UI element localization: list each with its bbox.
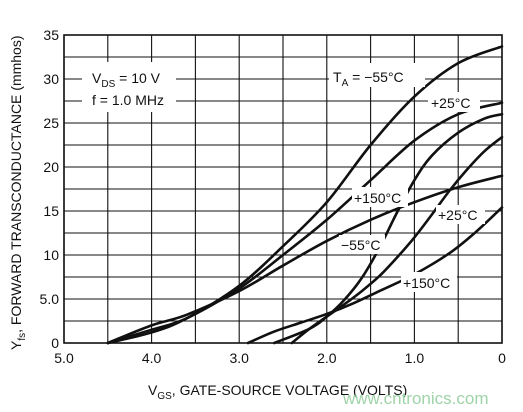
- y-tick-label: 35: [43, 27, 59, 43]
- x-axis-title: VGS, GATE-SOURCE VOLTAGE (VOLTS): [148, 382, 407, 402]
- label-minus55-lower-background: [339, 235, 385, 254]
- x-tick-label: 5.0: [54, 350, 74, 366]
- conditions-vds: VDS = 10 V: [92, 70, 161, 90]
- watermark: www.cntronics.com: [342, 389, 488, 408]
- y-tick-label: 30: [43, 71, 59, 87]
- series-line-b-plus25c: [290, 135, 504, 345]
- series-line-a-minus55c: [106, 45, 504, 345]
- series-line-b-plus150c: [246, 206, 504, 345]
- label-plus25-upper: +25°C: [431, 95, 470, 111]
- label-plus25-lower: +25°C: [438, 207, 477, 223]
- x-tick-label: 1.0: [405, 350, 425, 366]
- label-plus25-upper-background: [428, 92, 480, 112]
- series-line-b-minus55c: [272, 112, 504, 345]
- label-plus150-lower: +150°C: [403, 275, 450, 291]
- y-tick-label: 25: [43, 115, 59, 131]
- plot-frame: [63, 34, 503, 344]
- series-line-a-plus25c: [106, 101, 504, 345]
- x-tick-label: 2.0: [317, 350, 337, 366]
- x-tick-label: 4.0: [142, 350, 162, 366]
- y-tick-label: 5.0: [40, 291, 60, 307]
- curves: [106, 45, 504, 345]
- series-line-a-plus150c: [106, 174, 504, 345]
- label-plus150-upper: +150°C: [354, 190, 401, 206]
- y-axis-title: Yfs, FORWARD TRANSCONDUCTANCE (mmhos): [8, 35, 28, 350]
- label-ta-minus55-background: [329, 63, 425, 87]
- y-tick-labels: 0 5.0 10 15 20 25 30 35: [40, 27, 60, 351]
- conditions-box-background: [82, 62, 176, 112]
- label-ta-minus55: TA = −55°C: [333, 69, 404, 89]
- x-tick-labels: 5.0 4.0 3.0 2.0 1.0 0: [54, 350, 506, 366]
- label-plus150-upper-background: [352, 187, 408, 207]
- x-tick-label: 0: [498, 350, 506, 366]
- y-tick-label: 20: [43, 159, 59, 175]
- label-plus25-lower-background: [436, 205, 485, 224]
- conditions-frequency: f = 1.0 MHz: [92, 92, 164, 108]
- label-minus55-lower: −55°C: [341, 237, 380, 253]
- x-tick-label: 3.0: [229, 350, 249, 366]
- y-tick-label: 15: [43, 203, 59, 219]
- y-tick-label: 0: [51, 335, 59, 351]
- y-tick-label: 10: [43, 247, 59, 263]
- label-plus150-lower-background: [401, 272, 457, 292]
